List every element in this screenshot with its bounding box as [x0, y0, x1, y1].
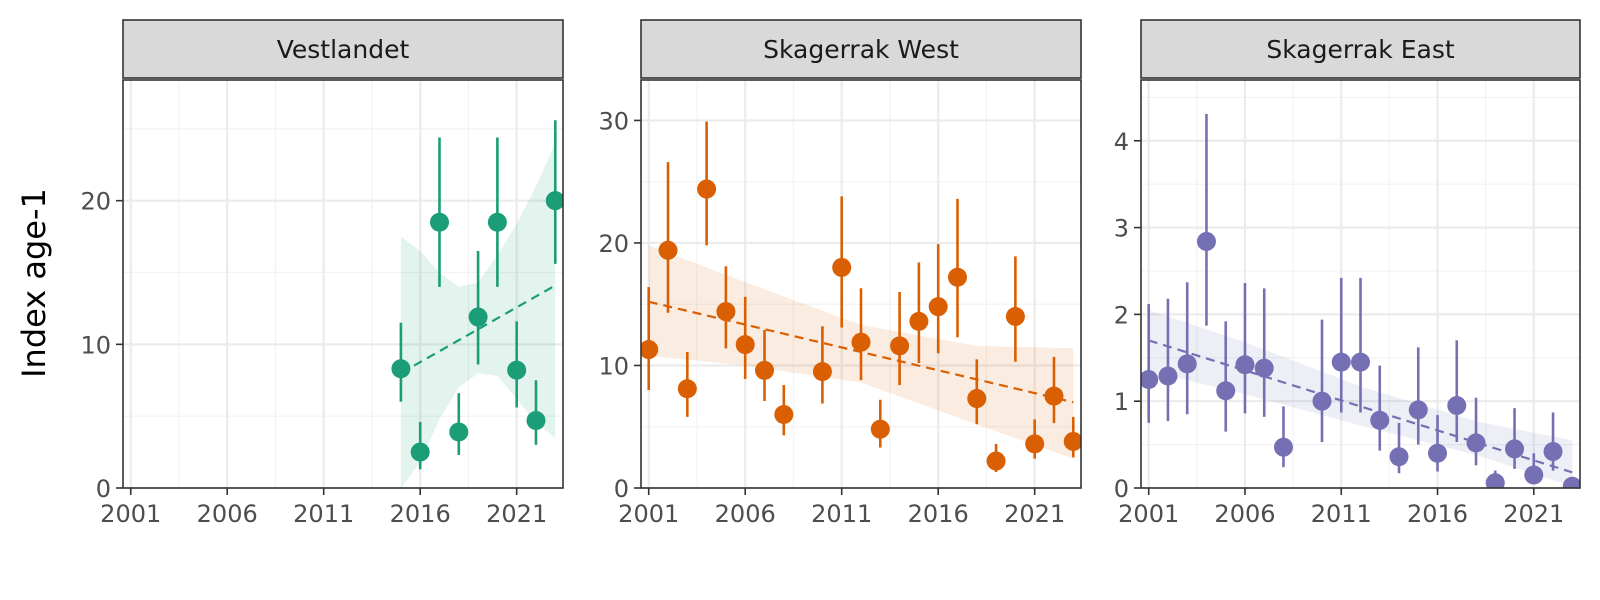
data-point [1505, 439, 1525, 459]
data-point [1216, 381, 1236, 401]
plot-background [123, 80, 563, 488]
x-tick-label: 2006 [715, 500, 776, 528]
data-point [755, 360, 775, 380]
data-point [1524, 465, 1544, 485]
data-point [1063, 431, 1081, 451]
data-point [870, 419, 890, 439]
data-point [1158, 366, 1178, 386]
x-tick-label: 2011 [293, 500, 354, 528]
data-point [526, 410, 546, 430]
panel-vestlandet: Vestlandet 2001 2006 2011 2016 2021 0 10 20 [80, 19, 564, 528]
data-point [429, 212, 449, 232]
x-tick-label: 2011 [1311, 500, 1372, 528]
y-tick-label: 0 [96, 475, 111, 503]
data-point [410, 442, 430, 462]
y-tick-label: 1 [1114, 388, 1129, 416]
data-point [832, 257, 852, 277]
data-point [928, 297, 948, 317]
data-point [986, 451, 1006, 471]
panel-skagerrak-east: Skagerrak East 2001 2006 2011 2016 2021 0 1 2 3 4 [1114, 19, 1581, 528]
data-point [1005, 306, 1025, 326]
y-tick-label: 2 [1114, 301, 1129, 329]
y-tick-label: 0 [1114, 475, 1129, 503]
y-tick-label: 4 [1114, 128, 1129, 156]
data-point [507, 360, 527, 380]
x-tick-label: 2011 [811, 500, 872, 528]
facet-strip [640, 19, 1082, 79]
y-tick-label: 0 [614, 475, 629, 503]
data-point [1196, 231, 1216, 251]
data-point [1428, 443, 1448, 463]
data-layer [1141, 113, 1580, 488]
data-layer [641, 121, 1081, 473]
data-point [1466, 433, 1486, 453]
panel-border [640, 79, 1082, 489]
data-point [449, 422, 469, 442]
data-point [658, 240, 678, 260]
x-tick-label: 2016 [390, 500, 451, 528]
data-layer [391, 120, 563, 488]
data-point [1351, 352, 1370, 372]
data-point [1025, 434, 1045, 454]
facet-strip [122, 19, 564, 79]
data-point [967, 389, 987, 409]
data-point [735, 335, 755, 355]
data-point [1370, 410, 1390, 430]
data-point [1044, 386, 1064, 406]
data-point [487, 212, 507, 232]
data-point [1312, 391, 1332, 411]
data-point [1254, 358, 1274, 378]
data-point [1141, 369, 1159, 389]
panel-skagerrak-west: Skagerrak West 2001 2006 2011 2016 2021 0 10 20 3… [598, 19, 1082, 528]
y-tick-label: 3 [1114, 215, 1129, 243]
data-point [391, 359, 411, 379]
facet-title: Vestlandet [277, 35, 410, 64]
data-point [1389, 447, 1409, 467]
x-tick-label: 2006 [1214, 500, 1275, 528]
data-point [468, 307, 488, 327]
plot-background [641, 80, 1081, 488]
data-point [1447, 396, 1467, 416]
x-tick-label: 2006 [197, 500, 258, 528]
data-point [697, 179, 717, 199]
facet-title: Skagerrak East [1266, 35, 1454, 64]
panel-border [122, 79, 564, 489]
y-tick-label: 30 [598, 107, 629, 135]
y-axis-label: Index age-1 [15, 188, 53, 378]
x-tick-label: 2001 [1118, 500, 1179, 528]
data-point [545, 191, 563, 211]
data-point [1543, 442, 1563, 462]
data-point [1273, 437, 1293, 457]
data-point [947, 267, 967, 287]
data-point [909, 311, 929, 331]
x-tick-label: 2001 [100, 500, 161, 528]
x-tick-label: 2016 [908, 500, 969, 528]
data-point [1235, 355, 1255, 375]
y-tick-label: 10 [80, 331, 111, 359]
y-tick-label: 20 [598, 230, 629, 258]
x-tick-label: 2021 [486, 500, 547, 528]
data-point [716, 302, 736, 322]
data-point [890, 336, 910, 356]
data-point [1331, 352, 1351, 372]
facet-strip [1140, 19, 1581, 79]
data-point [1177, 354, 1197, 374]
y-tick-label: 20 [80, 188, 111, 216]
data-point [1485, 473, 1505, 488]
x-tick-label: 2016 [1407, 500, 1468, 528]
data-point [1562, 476, 1580, 488]
data-point [851, 332, 871, 352]
data-point [1408, 400, 1428, 420]
data-point [641, 340, 659, 360]
x-tick-label: 2021 [1004, 500, 1065, 528]
x-tick-label: 2021 [1503, 500, 1564, 528]
y-tick-label: 10 [598, 352, 629, 380]
panel-border [1140, 79, 1581, 489]
data-point [677, 379, 697, 399]
data-point [774, 404, 794, 424]
x-tick-label: 2001 [618, 500, 679, 528]
data-point [812, 362, 832, 382]
facet-title: Skagerrak West [763, 35, 959, 64]
